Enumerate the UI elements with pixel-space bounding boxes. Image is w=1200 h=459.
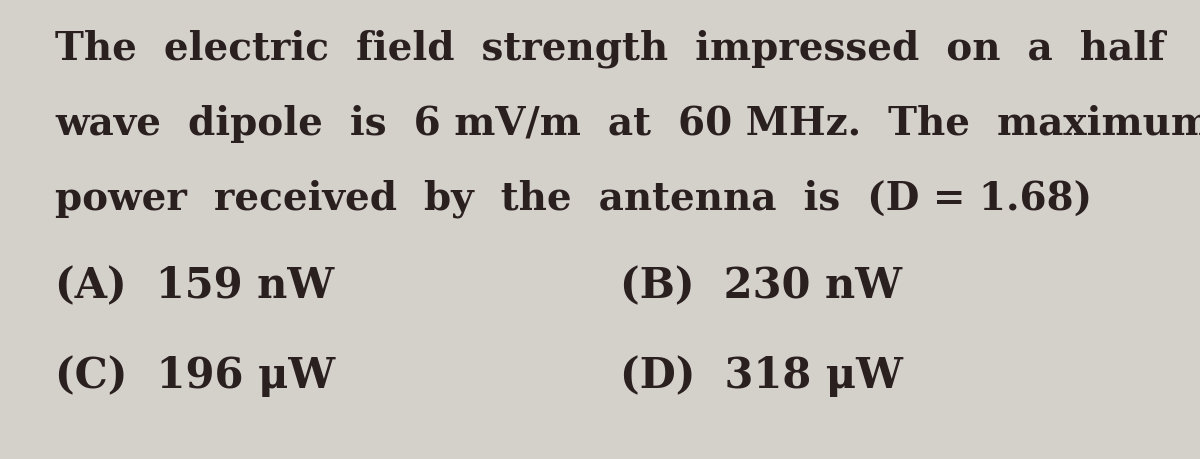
Text: (D)  318 μW: (D) 318 μW: [620, 355, 902, 397]
Text: The  electric  field  strength  impressed  on  a  half: The electric field strength impressed on…: [55, 30, 1165, 68]
Text: (A)  159 nW: (A) 159 nW: [55, 265, 334, 307]
Text: (B)  230 nW: (B) 230 nW: [620, 265, 902, 307]
Text: (C)  196 μW: (C) 196 μW: [55, 355, 335, 397]
Text: wave  dipole  is  6 mV/m  at  60 MHz.  The  maximum: wave dipole is 6 mV/m at 60 MHz. The max…: [55, 105, 1200, 143]
Text: power  received  by  the  antenna  is  (D = 1.68): power received by the antenna is (D = 1.…: [55, 180, 1092, 218]
